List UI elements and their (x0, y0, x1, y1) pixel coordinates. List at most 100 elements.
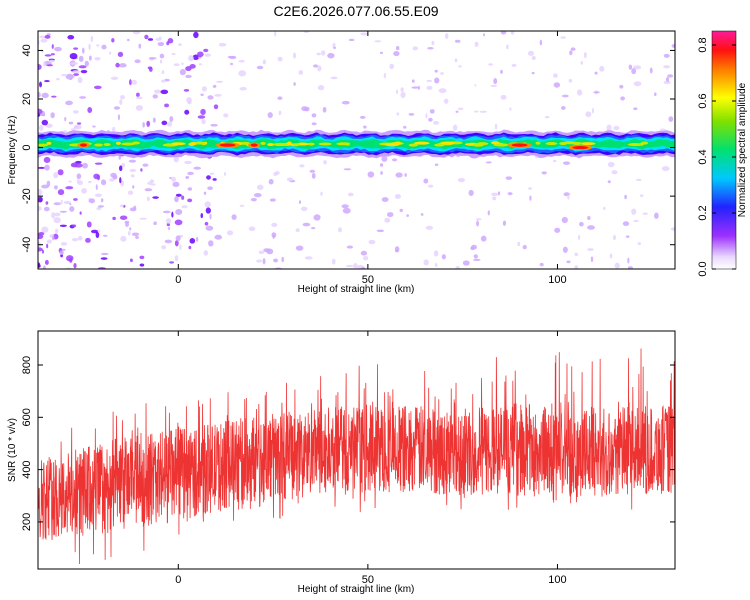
noise-blob (43, 206, 50, 212)
noise-blob (223, 172, 227, 176)
noise-blob (667, 74, 674, 78)
noise-blob (188, 245, 192, 250)
noise-blob (393, 51, 400, 57)
noise-blob (271, 232, 277, 238)
noise-blob (43, 265, 46, 269)
noise-blob (119, 177, 122, 184)
noise-blob (320, 191, 323, 196)
noise-blob (53, 202, 61, 206)
noise-blob (633, 65, 642, 70)
noise-blob (218, 42, 227, 47)
spectrogram-axes: 0 50 100 -40 -20 0 20 40 (21, 31, 675, 286)
noise-blob (434, 163, 439, 167)
noise-blob (458, 65, 462, 68)
noise-blob (73, 124, 82, 130)
noise-blob (38, 108, 43, 115)
noise-blob (164, 103, 170, 108)
noise-blob (562, 246, 568, 253)
noise-blob (146, 196, 150, 202)
noise-blob (185, 74, 192, 79)
noise-blob (298, 70, 304, 75)
noise-blob (213, 104, 219, 110)
noise-blob (505, 176, 513, 180)
noise-blob (110, 76, 119, 80)
noise-blob (383, 72, 387, 79)
noise-blob (620, 96, 625, 101)
noise-blob (487, 210, 490, 216)
noise-blob (61, 73, 67, 77)
snr-axes: 0 50 100 200 400 600 800 (21, 331, 675, 586)
noise-blob (80, 69, 88, 74)
ridge-core (580, 142, 596, 146)
noise-blob (474, 84, 477, 87)
noise-blob (454, 58, 458, 63)
noise-blob (231, 214, 237, 220)
noise-blob (188, 55, 194, 62)
noise-blob (57, 189, 65, 196)
noise-blob (135, 105, 144, 111)
noise-blob (73, 73, 79, 76)
noise-blob (346, 245, 354, 249)
snr-trace (38, 348, 675, 565)
noise-blob (39, 35, 47, 39)
noise-blob (304, 256, 313, 260)
noise-blob (262, 59, 266, 65)
noise-blob (576, 89, 583, 96)
noise-blob (433, 120, 440, 125)
noise-blob (293, 82, 296, 86)
noise-blob (427, 47, 434, 50)
snr-panel: 0 50 100 200 400 600 800 Height of straight li… (7, 330, 676, 595)
noise-blob (497, 191, 501, 196)
noise-blob (173, 63, 180, 67)
noise-blob (197, 51, 204, 58)
spectrogram-image (38, 31, 675, 269)
noise-blob (41, 92, 49, 99)
noise-blob (178, 43, 182, 47)
snr-line (38, 348, 675, 565)
noise-blob (144, 34, 149, 40)
noise-blob (295, 228, 300, 233)
noise-blob (539, 39, 543, 46)
noise-blob (57, 169, 64, 176)
ridge-core (201, 142, 206, 146)
noise-blob (140, 168, 143, 172)
noise-blob (566, 260, 571, 264)
noise-blob (633, 220, 639, 223)
noise-blob (312, 64, 319, 68)
noise-blob (619, 84, 624, 89)
noise-blob (206, 175, 211, 180)
noise-blob (38, 262, 41, 268)
noise-blob (93, 85, 102, 90)
noise-blob (420, 213, 424, 216)
ridge-core (94, 143, 103, 147)
noise-blob (553, 73, 558, 78)
noise-blob (394, 246, 400, 253)
noise-blob (41, 249, 44, 254)
noise-blob (146, 120, 151, 127)
noise-blob (70, 62, 79, 65)
snr-y-tick-label: 600 (21, 408, 33, 426)
noise-blob (97, 229, 101, 233)
spectrogram-x-tick-label: 100 (548, 274, 566, 286)
noise-blob (161, 120, 168, 126)
noise-blob (454, 39, 461, 43)
noise-blob (130, 174, 135, 178)
noise-blob (411, 79, 415, 83)
noise-blob (204, 201, 211, 208)
noise-blob (136, 92, 140, 97)
noise-blob (362, 256, 369, 261)
ridge-core (440, 141, 456, 145)
noise-blob (161, 70, 165, 75)
noise-blob (43, 156, 51, 163)
noise-blob (628, 64, 633, 70)
noise-blob (434, 262, 438, 267)
noise-blob (395, 89, 399, 94)
snr-y-label: SNR (10 * v/v) (7, 418, 18, 482)
noise-blob (129, 79, 132, 86)
noise-blob (609, 253, 613, 259)
noise-blob (200, 213, 204, 219)
noise-blob (269, 198, 276, 202)
noise-blob (189, 238, 196, 244)
spectrogram-y-tick-label: -40 (21, 237, 33, 253)
noise-blob (212, 178, 217, 181)
